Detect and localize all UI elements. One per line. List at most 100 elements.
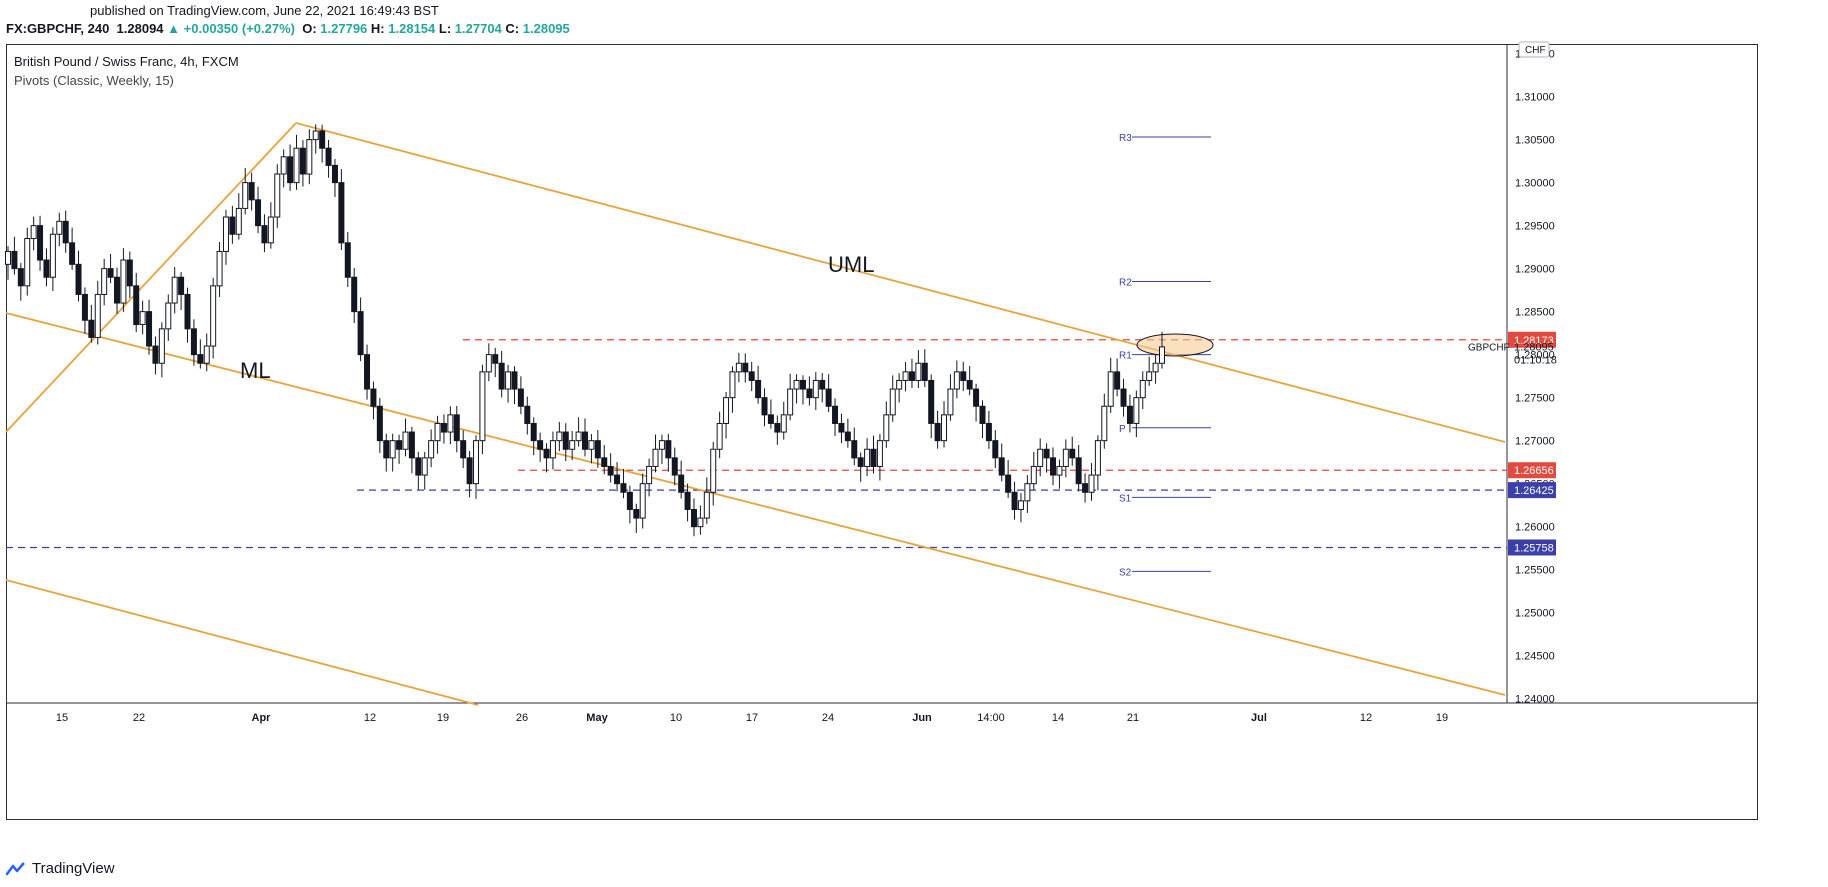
candle-body [588, 440, 595, 450]
candle-body [569, 440, 576, 450]
candle-body [1043, 448, 1050, 459]
candle-body [928, 379, 935, 424]
candle-body [537, 440, 544, 450]
time-tick-label: 14 [1052, 712, 1064, 724]
candle-body [364, 354, 371, 390]
candle-body [126, 259, 133, 287]
candle-body [748, 371, 755, 381]
channel-line [5, 312, 1506, 696]
candle-body [17, 268, 24, 287]
candle-body [408, 431, 415, 459]
candle-body [184, 293, 191, 330]
candle-body [838, 422, 845, 433]
candle-body [992, 440, 999, 459]
candle-body [524, 405, 531, 424]
candle-body [351, 276, 358, 313]
candle-body [582, 431, 588, 450]
candle-body [825, 388, 832, 407]
candle-body [56, 220, 63, 235]
low-label: L: [438, 21, 452, 36]
candle-body [325, 147, 332, 166]
candle-body [434, 422, 441, 442]
price-tick-label: 1.25000 [1515, 608, 1555, 620]
candle-body [697, 517, 704, 528]
tradingview-logo-icon [6, 862, 25, 875]
highlight-ellipse [1136, 333, 1214, 357]
candle-body [953, 371, 960, 390]
time-tick-label: 12 [1360, 712, 1372, 724]
candle-body [222, 216, 229, 252]
candle-body [440, 422, 447, 433]
candle-body [556, 431, 563, 442]
ohlc-bar: FX:GBPCHF, 240 1.28094 ▲ +0.00350 (+0.27… [6, 21, 570, 36]
candle-body [203, 345, 210, 364]
candle-body [158, 328, 165, 364]
candle-body [1133, 397, 1140, 424]
candle-body [280, 156, 287, 175]
candle-body [1056, 465, 1063, 476]
price-label-box [1508, 539, 1556, 556]
time-tick-label: 12 [364, 712, 376, 724]
candle-body [402, 431, 409, 450]
candle-body [780, 414, 787, 433]
footer-brand-label: TradingView [32, 860, 115, 877]
time-tick-label: 10 [670, 712, 682, 724]
candle-body [921, 362, 928, 381]
candle-body [319, 130, 326, 149]
candle-body [1030, 465, 1037, 485]
high-value: 1.28154 [388, 21, 436, 36]
time-tick-label: 14:00 [977, 712, 1005, 724]
candle-body [671, 457, 678, 476]
time-tick-label: 24 [822, 712, 834, 724]
time-tick-label: 21 [1127, 712, 1139, 724]
candle-body [479, 371, 486, 442]
time-tick-label: 26 [516, 712, 528, 724]
price-tick-label: 1.28500 [1515, 307, 1555, 319]
candle-body [857, 457, 864, 467]
candle-body [1120, 388, 1127, 407]
high-label: H: [370, 21, 385, 36]
candle-body [601, 457, 608, 467]
candle-body [947, 388, 954, 416]
candle-body [851, 440, 858, 459]
candle-body [1062, 448, 1069, 467]
pivot-label: S2 [1119, 567, 1132, 578]
low-value: 1.27704 [454, 21, 502, 36]
candle-body [293, 147, 300, 184]
candle-body [703, 491, 710, 519]
candle-body [1037, 448, 1044, 467]
candle-body [902, 371, 909, 381]
open-value: 1.27796 [320, 21, 368, 36]
candle-body [998, 457, 1005, 476]
candle-body [62, 220, 69, 244]
candle-body [113, 276, 120, 304]
candle-body [1107, 371, 1114, 407]
candle-body [101, 268, 108, 295]
candle-body [473, 440, 480, 485]
candle-body [1101, 405, 1108, 442]
time-tick-label: May [586, 712, 608, 724]
footer-brand[interactable]: TradingView [6, 860, 115, 877]
candle-body [832, 405, 839, 424]
candle-body [11, 250, 18, 270]
candle-body [492, 354, 499, 364]
candle-body [210, 285, 217, 347]
open-label: O: [302, 21, 317, 36]
channel-line [5, 122, 297, 433]
candle-body [235, 207, 242, 235]
candle-body [549, 440, 556, 459]
candle-body [287, 156, 294, 184]
candle-body [908, 371, 915, 381]
candle-body [889, 388, 896, 416]
candle-body [248, 182, 255, 201]
candle-body [37, 225, 44, 261]
candle-body [543, 448, 550, 459]
candle-body [69, 242, 76, 265]
candle-body [658, 440, 665, 450]
candle-body [505, 371, 512, 390]
countdown-label: 01:10:18 [1514, 354, 1557, 366]
candle-body [81, 293, 88, 321]
candle-body [5, 250, 11, 265]
candle-body [94, 293, 101, 338]
